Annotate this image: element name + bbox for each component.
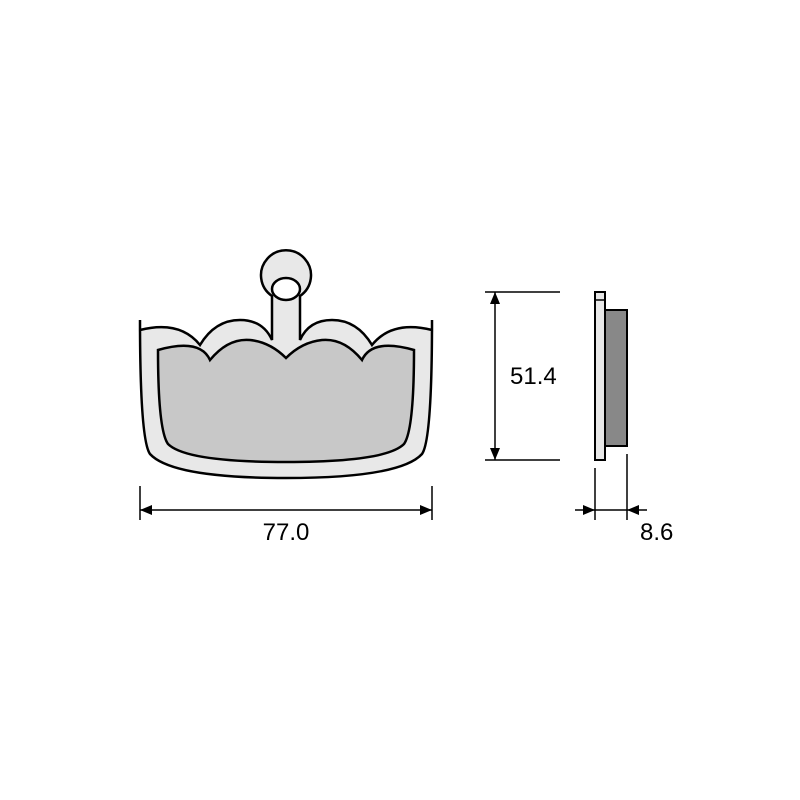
technical-drawing-svg: 77.0 51.4 8.6 xyxy=(0,0,800,800)
diagram-container: 77.0 51.4 8.6 xyxy=(0,0,800,800)
height-dimension: 51.4 xyxy=(485,292,560,460)
thickness-dimension: 8.6 xyxy=(575,454,673,546)
height-label: 51.4 xyxy=(510,363,557,390)
width-dimension: 77.0 xyxy=(140,486,432,546)
friction-pad xyxy=(158,340,414,462)
side-view xyxy=(595,292,627,460)
front-view xyxy=(140,250,432,478)
thickness-label: 8.6 xyxy=(640,519,673,546)
side-friction-material xyxy=(605,310,627,446)
mounting-hole xyxy=(272,278,300,300)
side-backing-plate xyxy=(595,292,605,460)
width-label: 77.0 xyxy=(263,519,310,546)
